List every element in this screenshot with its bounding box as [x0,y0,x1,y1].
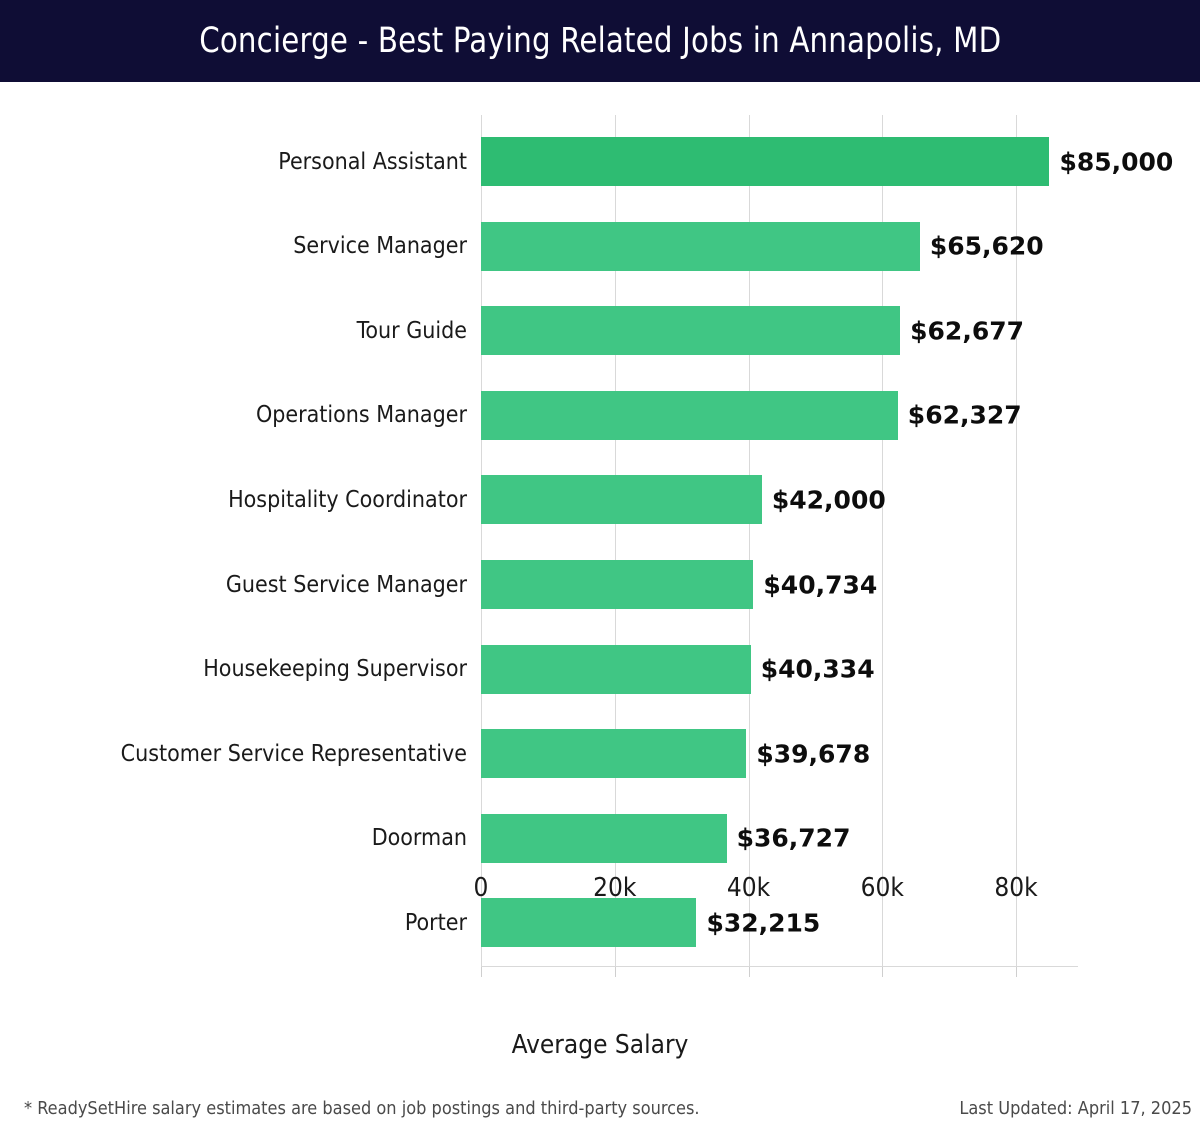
bar[interactable] [481,813,727,863]
bar[interactable] [481,221,920,271]
plot-area: $85,000 Personal Assistant $65,620 Service … [121,115,1173,977]
category-label: Service Manager [293,233,467,260]
bar-row[interactable]: $39,678 Customer Service Representative [121,729,1016,779]
bar[interactable] [481,306,901,356]
category-label: Housekeeping Supervisor [203,656,467,683]
x-tick-label: 80k [994,873,1038,903]
footer-disclaimer: * ReadySetHire salary estimates are base… [24,1098,700,1119]
bar[interactable] [481,137,1050,186]
bar-value-label: $65,620 [929,231,1044,261]
x-tick-mark [748,967,750,977]
gridline [748,115,750,967]
category-label: Operations Manager [255,402,467,429]
bar-row[interactable]: $62,677 Tour Guide [357,306,1024,356]
gridline [882,115,884,967]
bar[interactable] [481,644,751,694]
bar[interactable] [481,475,762,525]
bar-value-label: $39,678 [756,739,871,769]
gridline [1016,115,1017,967]
x-tick-label: 20k [593,873,637,903]
category-label: Personal Assistant [278,148,467,175]
bar[interactable] [481,729,747,779]
x-tick-mark [614,967,616,977]
x-tick-mark [882,967,884,977]
bar-row[interactable]: $65,620 Service Manager [293,221,1044,271]
bar-row[interactable]: $85,000 Personal Assistant [278,137,1173,186]
bar-value-label: $85,000 [1059,147,1174,176]
bar-value-label: $62,327 [907,400,1022,430]
x-tick-label: 60k [860,873,904,903]
category-label: Hospitality Coordinator [228,486,467,513]
category-label: Guest Service Manager [225,571,467,598]
category-label: Doorman [371,825,467,852]
category-label: Tour Guide [356,317,467,344]
x-tick-label: 40k [726,873,771,903]
bar-value-label: $40,334 [760,654,875,684]
page-title: Concierge - Best Paying Related Jobs in … [198,21,1002,61]
x-tick-label: 0 [473,873,489,903]
bar-value-label: $32,215 [706,908,821,938]
x-tick-mark [481,967,482,977]
gridline [614,115,616,967]
bar-row[interactable]: $62,327 Operations Manager [256,390,1022,440]
page-header: Concierge - Best Paying Related Jobs in … [0,0,1200,82]
bar-row[interactable]: $40,734 Guest Service Manager [226,560,1016,609]
x-tick-mark [1016,967,1017,977]
gridline [481,115,482,967]
category-label: Porter [404,909,467,936]
bar[interactable] [481,560,754,609]
category-label: Customer Service Representative [120,740,467,767]
x-axis-line [481,966,1078,967]
bar-row[interactable]: $32,215 Porter [405,898,1016,948]
bar-value-label: $36,727 [736,823,851,853]
bar[interactable] [481,898,697,948]
bar-value-label: $40,734 [763,570,878,599]
bar[interactable] [481,390,898,440]
bar-value-label: $42,000 [771,485,886,515]
bar-value-label: $62,677 [910,316,1025,346]
footer-last-updated: Last Updated: April 17, 2025 [959,1098,1192,1119]
bar-row[interactable]: $36,727 Doorman [372,813,1016,863]
x-axis-title: Average Salary [511,1030,689,1060]
bar-row[interactable]: $42,000 Hospitality Coordinator [228,475,1016,525]
bar-row[interactable]: $40,334 Housekeeping Supervisor [203,644,1016,694]
